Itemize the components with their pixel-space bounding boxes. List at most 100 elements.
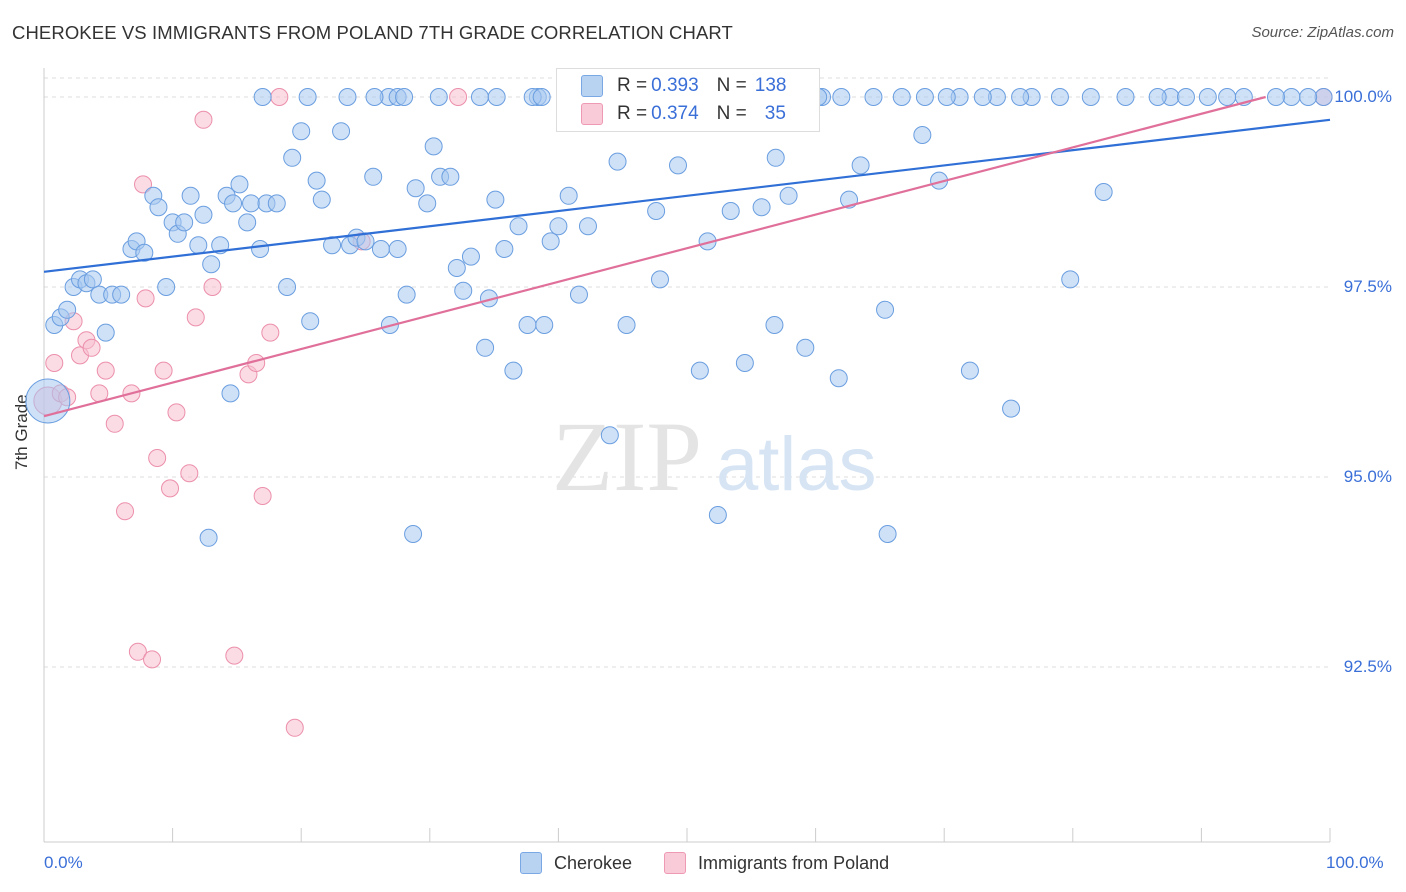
cherokee-point [221,384,240,403]
y-tick-label: 100.0% [1334,87,1392,106]
cherokee-point [668,156,687,175]
cherokee-point [1218,88,1237,106]
cherokee-point [915,88,934,106]
cherokee-point [238,213,257,232]
cherokee-point [876,300,895,319]
cherokee-point [1011,88,1030,106]
cherokee-point [301,312,320,331]
cherokee-point [25,378,71,424]
cherokee-point [892,88,911,106]
cherokee-point [578,217,597,236]
poland-point [285,718,304,737]
cherokee-point [461,247,480,266]
cherokee-point [518,316,537,334]
cherokee-point [58,300,77,319]
poland-point [148,449,167,467]
legend-item-poland[interactable]: Immigrants from Poland [664,852,889,874]
legend-label: Immigrants from Poland [698,852,890,873]
cherokee-point [1061,270,1080,289]
poland-point [105,414,124,433]
cherokee-point [752,198,771,217]
poland-point [82,338,101,357]
cherokee-point [283,148,302,167]
cherokee-point [535,316,554,334]
cherokee-point [1002,399,1021,418]
cherokee-point [1081,88,1100,106]
cherokee-point [1116,88,1135,106]
poland-point [261,323,280,342]
poland-point [143,650,162,669]
cherokee-point [397,285,416,304]
cherokee-point [779,186,798,205]
cherokee-point [175,213,194,232]
cherokee-point [447,259,466,277]
cherokee-point [224,194,243,213]
cherokee-point [647,202,666,220]
cherokee-point [600,426,619,445]
cherokee-point [1176,88,1195,106]
cherokee-point [650,270,669,289]
cherokee-point [960,361,979,380]
cherokee-point [83,270,102,289]
cherokee-point [504,361,523,380]
cherokee-point [541,232,560,251]
chart-title: CHEROKEE VS IMMIGRANTS FROM POLAND 7TH G… [12,22,733,43]
poland-trend-line [43,95,1266,418]
cherokee-point [332,122,351,141]
r-label: R = [617,103,648,124]
poland-point [270,88,289,106]
legend-item-cherokee[interactable]: Cherokee [520,852,632,874]
cherokee-point [878,525,897,543]
cherokee-point [690,361,709,380]
cherokee-point [112,285,131,304]
cherokee-point [1299,88,1318,106]
cherokee-point [441,167,460,186]
y-tick-label: 97.5% [1343,277,1392,296]
poland-point [161,479,180,498]
cherokee-point [242,194,261,213]
n-label: N = [716,103,747,124]
cherokee-point [766,148,785,167]
watermark: ZIP atlas [552,401,877,512]
cherokee-point [388,240,407,258]
cherokee-trend-line [43,118,1331,273]
cherokee-point [418,194,437,213]
cherokee-point [181,186,200,205]
poland-point [136,289,155,308]
cherokee-point [851,156,870,175]
cherokee-point [532,88,551,106]
cherokee-point [189,236,208,255]
cherokee-point [429,88,448,106]
axes [43,68,1331,843]
cherokee-point [913,126,932,144]
cherokee-point [796,338,815,357]
cherokee-point [608,152,627,171]
poland-point [253,487,272,505]
cherokee-point [194,205,213,224]
cherokee-point [765,316,784,334]
n-value: 35 [764,103,786,124]
cherokee-point [832,88,851,106]
poland-point [116,502,135,521]
cherokee-point [253,88,272,106]
r-value: 0.393 [651,75,699,96]
poland-point [180,464,199,483]
cherokee-point [365,88,384,106]
cherokee-point [157,278,176,296]
stats-row-poland: R = 0.374 N = 35 [581,101,786,127]
r-value: 0.374 [651,103,699,124]
cherokee-point [1314,88,1333,106]
poland-point [134,175,153,194]
cherokee-point [829,369,848,388]
cherokee-point [1094,183,1113,201]
stats-row-cherokee: R = 0.393 N = 138 [581,73,787,99]
poland-point [186,308,205,327]
cherokee-point [406,179,425,198]
n-value: 138 [754,75,787,96]
cherokee-point [202,255,221,274]
stats-legend: R = 0.393 N = 138 R = 0.374 N = 35 [556,68,820,132]
cherokee-point [721,202,740,220]
cherokee-swatch [520,852,542,874]
cherokee-point [292,122,311,141]
cherokee-point [307,171,326,190]
